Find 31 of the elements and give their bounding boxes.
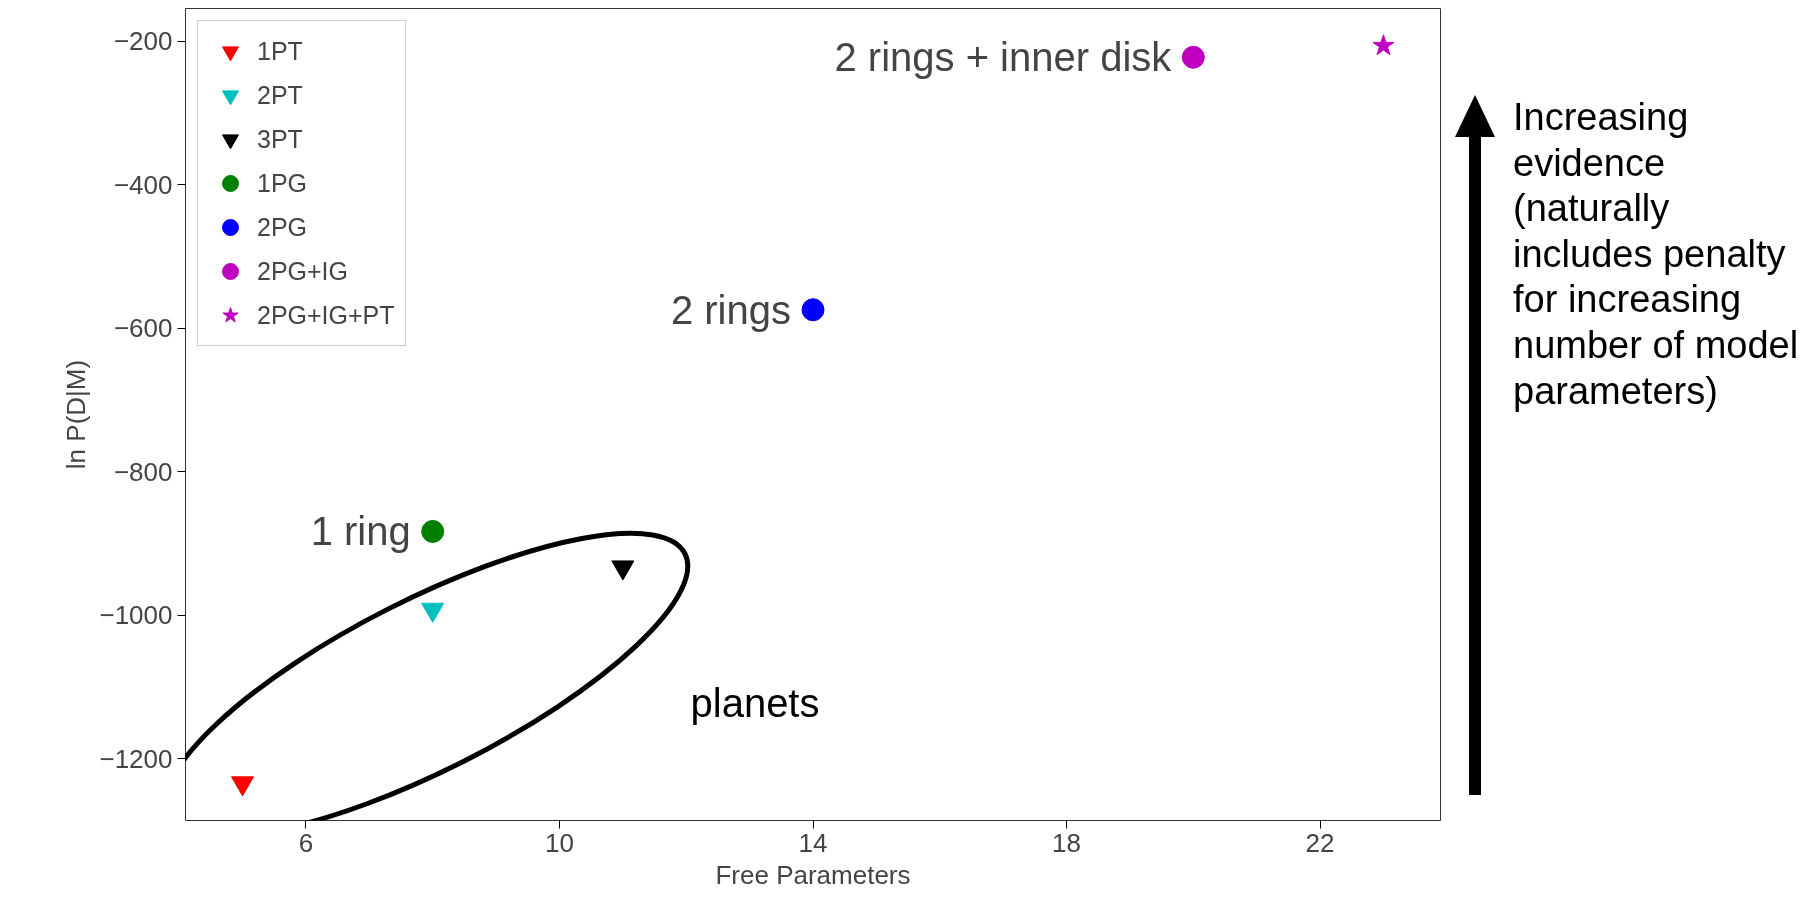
y-tick-label: −600	[113, 313, 173, 344]
point	[611, 560, 635, 581]
legend-label: 2PT	[257, 79, 303, 111]
x-axis-title: Free Parameters	[715, 859, 911, 890]
legend-label: 2PG+IG	[257, 255, 349, 287]
point	[231, 776, 255, 797]
annotation: 2 rings	[670, 287, 791, 332]
x-tick-label: 10	[545, 827, 574, 858]
point	[421, 602, 445, 623]
y-tick-label: −200	[113, 26, 173, 57]
legend-label: 2PG+IG+PT	[257, 299, 395, 331]
legend-label: 2PG	[257, 211, 308, 243]
x-tick-label: 18	[1052, 827, 1081, 858]
legend-label: 1PT	[257, 35, 303, 67]
annotation: planets	[690, 680, 820, 725]
y-axis-title: ln P(D|M)	[61, 359, 92, 470]
legend-label: 3PT	[257, 123, 303, 155]
annotation: 1 ring	[310, 509, 411, 554]
x-tick-label: 22	[1305, 827, 1335, 858]
legend-label: 1PG	[257, 167, 308, 199]
y-tick-label: −1000	[99, 600, 173, 631]
y-tick-label: −400	[113, 169, 173, 200]
point	[1372, 34, 1395, 56]
text: Increasing evidence (naturally includes penalty for increasing number of model parameters)	[1513, 95, 1800, 414]
x-tick-label: 6	[298, 827, 314, 858]
annotation: 2 rings + inner disk	[834, 35, 1173, 80]
y-tick-label: −1200	[99, 743, 173, 774]
x-tick-label: 14	[798, 827, 828, 858]
point	[801, 298, 825, 322]
point	[1181, 45, 1205, 69]
y-tick-label: −800	[113, 456, 173, 487]
